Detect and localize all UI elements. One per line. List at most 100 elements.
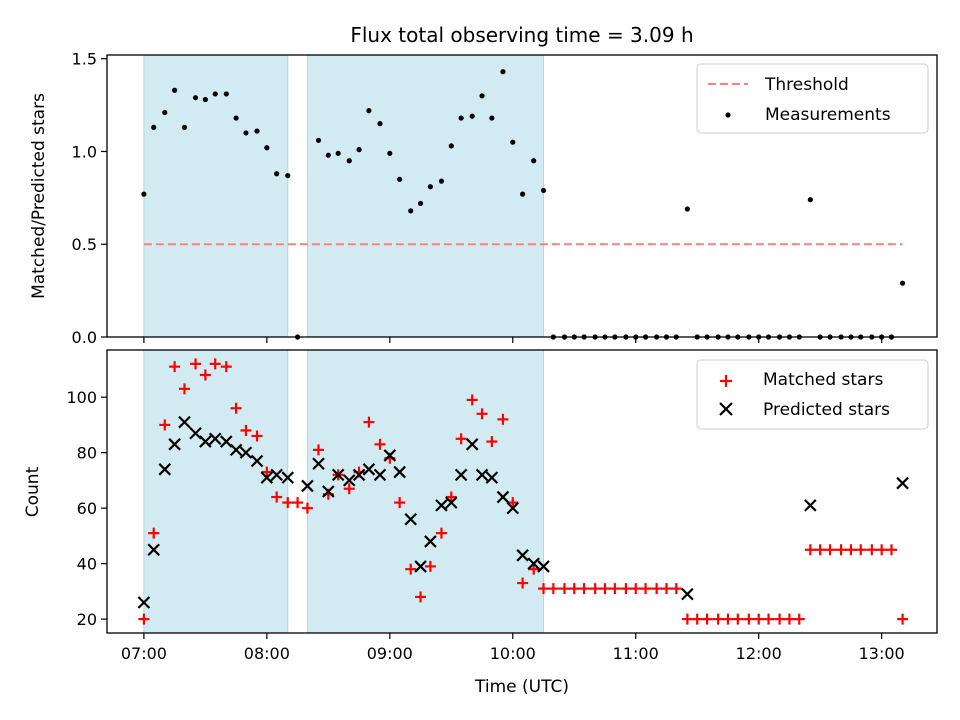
predicted-star-marker-b: [322, 485, 335, 498]
measurement-point: [243, 130, 249, 136]
measurement-point: [181, 124, 188, 130]
predicted-star-marker-b: [383, 449, 397, 462]
x-tick-label: 12:00: [736, 644, 782, 663]
measurement-point: [387, 150, 393, 156]
measurement-point: [223, 91, 229, 97]
predicted-star-marker-b: [681, 587, 694, 601]
shaded-interval: [306, 349, 545, 634]
predicted-star-marker: [147, 543, 161, 557]
measurement-point: [335, 150, 341, 156]
measurement-point: [377, 121, 383, 127]
measurement-point: [233, 115, 239, 121]
predicted-star-marker-b: [168, 438, 181, 451]
predicted-star-marker-b: [393, 465, 406, 479]
x-tick-label: 09:00: [367, 644, 413, 663]
predicted-star-marker: [158, 463, 172, 476]
measurement-point: [438, 178, 445, 184]
measurement-point: [540, 187, 547, 194]
matched-star-marker: [630, 583, 642, 595]
matched-star-marker: [455, 433, 467, 445]
matched-star-marker: [220, 361, 232, 373]
predicted-star-marker-b: [414, 560, 427, 573]
matched-star-marker: [774, 613, 786, 625]
matched-star-marker: [804, 544, 816, 556]
matched-star-marker: [886, 544, 898, 556]
matched-star-marker: [835, 544, 847, 556]
predicted-star-marker-b: [199, 435, 212, 448]
matched-star-marker: [691, 613, 703, 625]
predicted-star-marker: [208, 432, 222, 446]
matched-star-marker: [240, 424, 252, 436]
legend-matched-label: Matched stars: [763, 370, 883, 390]
shaded-interval: [306, 54, 545, 338]
legend-measurements-label: Measurements: [765, 105, 891, 125]
predicted-star-marker: [229, 443, 243, 457]
matched-star-marker: [424, 560, 436, 572]
matched-star-marker: [681, 613, 693, 625]
matched-star-marker: [230, 402, 242, 414]
predicted-star-marker: [383, 449, 397, 462]
x-tick-label: 07:00: [121, 644, 167, 663]
predicted-star-marker: [393, 465, 406, 479]
measurement-point: [285, 172, 291, 179]
matched-star-marker: [876, 544, 888, 556]
matched-star-marker: [312, 444, 324, 456]
matched-star-marker: [394, 497, 406, 509]
predicted-star-marker: [506, 501, 520, 515]
measurement-point: [141, 191, 147, 197]
predicted-star-marker: [250, 454, 264, 468]
matched-star-marker: [209, 358, 221, 370]
matched-star-marker: [190, 358, 202, 370]
legend-predicted-swatch: [719, 402, 733, 416]
matched-star-marker: [178, 383, 190, 395]
predicted-star-marker: [331, 468, 345, 482]
predicted-star-marker-b: [301, 479, 314, 493]
y-tick-label: 1.0: [72, 142, 97, 161]
matched-star-marker: [670, 583, 682, 595]
predicted-star-marker: [270, 468, 283, 482]
matched-star-marker: [589, 583, 601, 595]
predicted-star-marker-b: [219, 435, 233, 448]
predicted-star-marker: [445, 496, 458, 509]
measurement-point: [448, 143, 454, 149]
matched-star-marker: [282, 497, 294, 509]
matched-star-marker: [824, 544, 836, 556]
predicted-star-marker: [322, 485, 335, 498]
matched-star-marker: [547, 583, 559, 595]
measurement-point: [417, 200, 424, 207]
predicted-star-marker-b: [527, 557, 540, 570]
predicted-star-marker-b: [373, 468, 387, 482]
predicted-star-marker-b: [281, 471, 295, 484]
predicted-star-marker-b: [147, 543, 161, 557]
predicted-star-marker: [516, 549, 529, 562]
x-tick-label: 08:00: [244, 644, 290, 663]
matched-star-marker: [712, 613, 724, 625]
predicted-star-marker: [342, 474, 356, 487]
matched-star-marker: [558, 583, 570, 595]
predicted-star-marker-b: [445, 496, 458, 509]
predicted-star-marker-b: [189, 426, 202, 440]
measurement-point: [684, 206, 690, 212]
matched-star-marker: [793, 613, 805, 625]
measurement-point: [500, 69, 506, 75]
matched-star-marker: [445, 491, 457, 503]
matched-star-marker: [301, 502, 313, 514]
x-tick-label: 13:00: [859, 644, 905, 663]
matched-star-marker: [343, 483, 355, 495]
matched-star-marker: [845, 544, 857, 556]
measurement-point: [531, 158, 537, 164]
predicted-star-marker-b: [352, 468, 366, 482]
predicted-star-marker: [527, 557, 540, 570]
bottom-axes-frame: [106, 349, 938, 634]
predicted-star-marker: [424, 535, 437, 548]
measurement-point: [254, 128, 260, 134]
top-shaded-intervals: [143, 54, 545, 338]
predicted-star-marker: [414, 560, 427, 573]
measurement-point: [315, 137, 322, 143]
matched-star-marker: [578, 583, 590, 595]
matched-star-marker: [507, 497, 519, 509]
matched-star-marker: [783, 613, 795, 625]
predicted-star-marker: [465, 438, 479, 451]
bottom-y-ticks: 20 40 60 80 100: [66, 388, 107, 629]
